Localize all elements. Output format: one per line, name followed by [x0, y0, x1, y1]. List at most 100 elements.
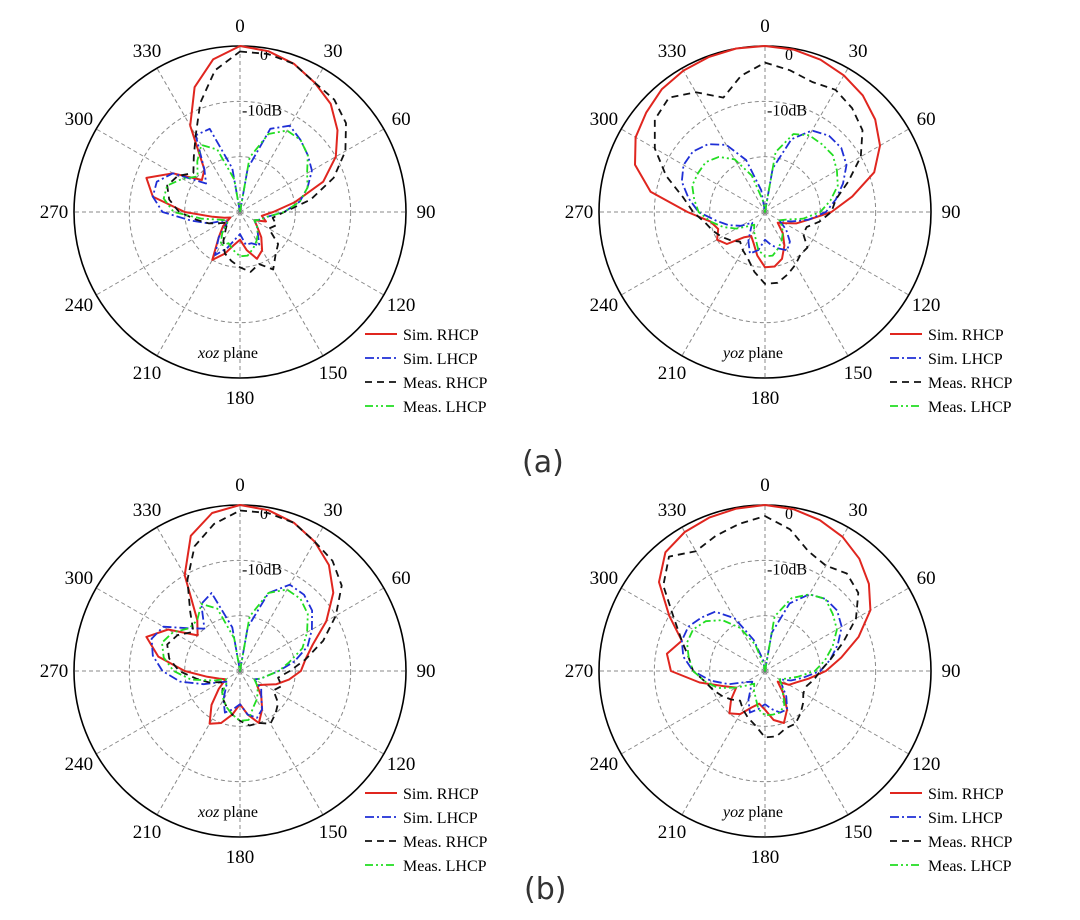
angle-tick-label: 180 — [226, 847, 255, 868]
angle-tick-label: 0 — [235, 475, 245, 496]
grid-spoke — [681, 67, 766, 213]
angle-tick-label: 150 — [844, 822, 873, 843]
legend-label: Meas. LHCP — [403, 858, 487, 875]
legend-label: Sim. RHCP — [928, 786, 1004, 803]
legend-label: Meas. RHCP — [403, 834, 488, 851]
radial-label-10db: -10dB — [242, 102, 282, 119]
grid-spoke — [156, 670, 241, 816]
series-trace-meas-lhcp — [686, 593, 838, 717]
angle-tick-label: 60 — [917, 568, 936, 589]
angle-tick-label: 180 — [226, 388, 255, 409]
radial-label-10db: -10dB — [242, 561, 282, 578]
legend-label: Meas. RHCP — [403, 375, 488, 392]
legend-label: Meas. LHCP — [403, 399, 487, 416]
angle-tick-label: 240 — [65, 754, 94, 775]
angle-tick-label: 210 — [658, 822, 687, 843]
legend-label: Sim. LHCP — [928, 810, 1003, 827]
angle-tick-label: 120 — [387, 754, 416, 775]
angle-tick-label: 120 — [387, 295, 416, 316]
angle-tick-label: 210 — [133, 363, 162, 384]
radial-label-0: 0 — [260, 47, 268, 64]
angle-tick-label: 0 — [235, 16, 245, 37]
legend-label: Sim. RHCP — [403, 327, 479, 344]
angle-tick-label: 330 — [133, 500, 162, 521]
radial-label-10db: -10dB — [767, 561, 807, 578]
angle-tick-label: 60 — [392, 568, 411, 589]
plane-label: yoz plane — [721, 804, 783, 821]
angle-tick-label: 330 — [658, 41, 687, 62]
legend-label: Meas. RHCP — [928, 375, 1013, 392]
polar-chart-a-xoz: 0 30 60 90 120 150 180 210 240 270 300 330 0 -10dB xoz… — [40, 16, 488, 416]
grid-spoke — [681, 211, 766, 357]
angle-tick-label: 150 — [319, 822, 348, 843]
angle-tick-label: 30 — [324, 41, 343, 62]
series-trace-sim-lhcp — [680, 129, 848, 255]
angle-tick-label: 240 — [590, 295, 619, 316]
subfigure-label-b: (b) — [524, 872, 567, 907]
grid-circle — [184, 615, 296, 727]
series-trace-meas-rhcp — [662, 515, 860, 739]
series-trace-meas-lhcp — [691, 133, 839, 258]
grid-spoke — [239, 211, 385, 296]
angle-tick-label: 60 — [392, 109, 411, 130]
angle-tick-label: 330 — [133, 41, 162, 62]
grid-spoke — [681, 670, 766, 816]
series-trace-sim-lhcp — [680, 593, 843, 714]
polar-chart-b-xoz: 0 30 60 90 120 150 180 210 240 270 300 330 0 -10dB xoz… — [40, 475, 488, 875]
series-trace-sim-rhcp — [658, 504, 872, 724]
angle-tick-label: 240 — [590, 754, 619, 775]
legend-label: Sim. RHCP — [928, 327, 1004, 344]
grid-spoke — [239, 670, 324, 816]
angle-tick-label: 90 — [417, 661, 436, 682]
legend-label: Sim. LHCP — [928, 351, 1003, 368]
subfigure-label-a: (a) — [522, 445, 564, 480]
angle-tick-label: 180 — [751, 388, 780, 409]
radial-label-10db: -10dB — [767, 102, 807, 119]
series-trace-sim-rhcp — [634, 45, 881, 269]
grid-circle — [653, 559, 877, 783]
angle-tick-label: 150 — [319, 363, 348, 384]
angle-tick-label: 300 — [590, 109, 619, 130]
grid-spoke — [764, 670, 849, 816]
series-trace-sim-lhcp — [150, 583, 313, 719]
angle-tick-label: 210 — [133, 822, 162, 843]
legend-label: Meas. LHCP — [928, 858, 1012, 875]
grid-circle — [653, 100, 877, 324]
angle-tick-label: 300 — [65, 568, 94, 589]
grid-spoke — [95, 128, 241, 213]
angle-tick-label: 30 — [849, 41, 868, 62]
angle-tick-label: 180 — [751, 847, 780, 868]
angle-tick-label: 0 — [760, 16, 770, 37]
legend-label: Sim. LHCP — [403, 810, 478, 827]
legend-label: Sim. LHCP — [403, 351, 478, 368]
grid-circle — [128, 100, 352, 324]
plane-label: yoz plane — [721, 345, 783, 362]
grid-spoke — [156, 211, 241, 357]
plane-label: xoz plane — [197, 804, 258, 821]
angle-tick-label: 120 — [912, 295, 941, 316]
angle-tick-label: 240 — [65, 295, 94, 316]
angle-tick-label: 90 — [942, 661, 961, 682]
grid-spoke — [681, 526, 766, 672]
polar-chart-a-yoz: 0 30 60 90 120 150 180 210 240 270 300 330 0 -10dB yoz… — [565, 16, 1013, 416]
legend-label: Sim. RHCP — [403, 786, 479, 803]
angle-tick-label: 90 — [417, 202, 436, 223]
angle-tick-label: 60 — [917, 109, 936, 130]
angle-tick-label: 300 — [65, 109, 94, 130]
grid-spoke — [620, 128, 766, 213]
angle-tick-label: 90 — [942, 202, 961, 223]
plane-label: xoz plane — [197, 345, 258, 362]
series-trace-meas-rhcp — [653, 61, 864, 285]
angle-tick-label: 30 — [324, 500, 343, 521]
grid-spoke — [764, 211, 849, 357]
grid-circle — [128, 559, 352, 783]
angle-tick-label: 150 — [844, 363, 873, 384]
angle-tick-label: 270 — [565, 661, 594, 682]
series-trace-sim-lhcp — [151, 124, 313, 256]
series-trace-meas-rhcp — [166, 50, 347, 273]
polar-chart-b-yoz: 0 30 60 90 120 150 180 210 240 270 300 330 0 -10dB yoz… — [565, 475, 1013, 875]
radial-label-0: 0 — [260, 506, 268, 523]
angle-tick-label: 270 — [565, 202, 594, 223]
angle-tick-label: 270 — [40, 661, 69, 682]
grid-spoke — [95, 670, 241, 755]
